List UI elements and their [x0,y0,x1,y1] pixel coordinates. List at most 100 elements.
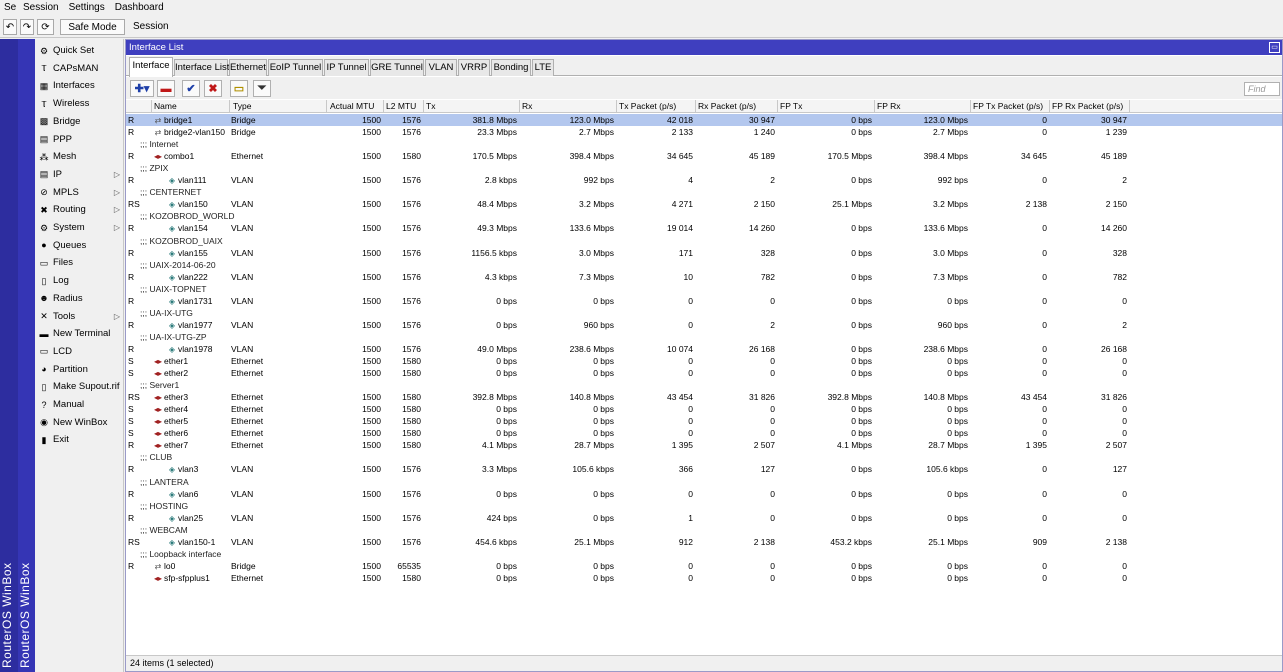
table-comment-row[interactable]: ;;; LANTERA [126,476,1282,488]
menu-dashboard[interactable]: Dashboard [114,2,164,13]
window-maximize-button[interactable]: ▭ [1269,42,1280,53]
column-header-fp-rx[interactable]: FP Rx [875,100,971,113]
table-comment-row[interactable]: ;;; UA-IX-UTG [126,307,1282,319]
tab-interface[interactable]: Interface [129,57,173,77]
table-row[interactable]: R ⇄ bridge1 Bridge 1500 1576 381.8 Mbps 123.0 M… [126,114,1282,126]
sidebar-item-quick-set[interactable]: ⚙ Quick Set [35,42,124,59]
table-comment-row[interactable]: ;;; ZPIX [126,162,1282,174]
table-comment-row[interactable]: ;;; Server1 [126,379,1282,391]
tab-lte[interactable]: LTE [532,59,554,76]
sidebar-item-ip[interactable]: ▤ IP ▷ [35,166,124,183]
column-header-fp-tx-packet-p-s-[interactable]: FP Tx Packet (p/s) [971,100,1050,113]
undo-button[interactable]: ↶ [3,19,17,35]
table-row[interactable]: S ◂▸ ether1 Ethernet 1500 1580 0 bps 0 bps 0 0 0 b… [126,355,1282,367]
table-row[interactable]: R ◈ vlan25 VLAN 1500 1576 424 bps 0 bps 1 0 0 bps 0… [126,512,1282,524]
table-row[interactable]: R ◂▸ combo1 Ethernet 1500 1580 170.5 Mbps 398.4… [126,150,1282,162]
sidebar-item-manual[interactable]: ? Manual [35,396,124,413]
column-header-tx-packet-p-s-[interactable]: Tx Packet (p/s) [617,100,696,113]
enable-button[interactable]: ✔ [182,80,200,97]
table-row[interactable]: S ◂▸ ether4 Ethernet 1500 1580 0 bps 0 bps 0 0 0 b… [126,403,1282,415]
comment-button[interactable]: ▭ [230,80,248,97]
table-comment-row[interactable]: ;;; WEBCAM [126,524,1282,536]
table-row[interactable]: R ◂▸ ether7 Ethernet 1500 1580 4.1 Mbps 28.7 Mb… [126,439,1282,451]
redo-button[interactable]: ↷ [20,19,34,35]
tab-gre-tunnel[interactable]: GRE Tunnel [370,59,424,76]
refresh-button[interactable]: ⟳ [37,19,54,35]
sidebar-item-new-winbox[interactable]: ◉ New WinBox [35,414,124,431]
table-row[interactable]: R ◈ vlan3 VLAN 1500 1576 3.3 Mbps 105.6 kbps 366… [126,463,1282,475]
table-row[interactable]: R ◈ vlan155 VLAN 1500 1576 1156.5 kbps 3.0 Mbps… [126,247,1282,259]
sidebar-item-tools[interactable]: ✕ Tools ▷ [35,308,124,325]
sidebar-item-capsman[interactable]: Ⲧ CAPsMAN [35,60,124,77]
filter-button[interactable]: ⏷ [253,80,271,97]
sidebar-item-mpls[interactable]: ⊘ MPLS ▷ [35,184,124,201]
sidebar-item-lcd[interactable]: ▭ LCD [35,343,124,360]
table-comment-row[interactable]: ;;; Internet [126,138,1282,150]
table-row[interactable]: R ◈ vlan1977 VLAN 1500 1576 0 bps 960 bps 0 2 0 bp… [126,319,1282,331]
table-row[interactable]: R ⇄ lo0 Bridge 1500 65535 0 bps 0 bps 0 0 0 bps 0 b… [126,560,1282,572]
tab-ethernet[interactable]: Ethernet [229,59,267,76]
tab-ip-tunnel[interactable]: IP Tunnel [324,59,369,76]
column-header-flags[interactable] [128,100,152,113]
column-header-l2-mtu[interactable]: L2 MTU [384,100,424,113]
table-comment-row[interactable]: ;;; KOZOBROD_UAIX [126,235,1282,247]
column-header-type[interactable]: Type [231,100,327,113]
table-comment-row[interactable]: ;;; HOSTING [126,500,1282,512]
table-comment-row[interactable]: ;;; KOZOBROD_WORLD [126,210,1282,222]
column-header-rx-packet-p-s-[interactable]: Rx Packet (p/s) [696,100,778,113]
safe-mode-button[interactable]: Safe Mode [60,19,125,35]
column-header-tx[interactable]: Tx [424,100,520,113]
column-header-fp-rx-packet-p-s-[interactable]: FP Rx Packet (p/s) [1050,100,1130,113]
tab-bonding[interactable]: Bonding [491,59,531,76]
tab-eoip-tunnel[interactable]: EoIP Tunnel [268,59,323,76]
table-comment-row[interactable]: ;;; UAIX-TOPNET [126,283,1282,295]
column-header-rx[interactable]: Rx [520,100,617,113]
table-row[interactable]: R ◈ vlan154 VLAN 1500 1576 49.3 Mbps 133.6 Mbps… [126,222,1282,234]
tab-vrrp[interactable]: VRRP [458,59,490,76]
sidebar-item-queues[interactable]: ● Queues [35,237,124,254]
sidebar-item-system[interactable]: ⚙ System ▷ [35,219,124,236]
table-row[interactable]: ◂▸ sfp-sfpplus1 Ethernet 1500 1580 0 bps 0 bps… [126,572,1282,584]
sidebar-item-new-terminal[interactable]: ▬ New Terminal [35,325,124,342]
table-row[interactable]: R ◈ vlan1731 VLAN 1500 1576 0 bps 0 bps 0 0 0 bps 0… [126,295,1282,307]
remove-button[interactable]: ▬ [157,80,175,97]
table-comment-row[interactable]: ;;; UAIX-2014-06-20 [126,259,1282,271]
table-comment-row[interactable]: ;;; Loopback interface [126,548,1282,560]
sidebar-item-exit[interactable]: ▮ Exit [35,431,124,448]
sidebar-item-routing[interactable]: ✖ Routing ▷ [35,201,124,218]
sidebar-item-files[interactable]: ▭ Files [35,254,124,271]
column-header-fp-tx[interactable]: FP Tx [778,100,875,113]
table-comment-row[interactable]: ;;; CLUB [126,451,1282,463]
column-header-name[interactable]: Name [152,100,230,113]
sidebar-item-radius[interactable]: ☻ Radius [35,290,124,307]
table-row[interactable]: S ◂▸ ether2 Ethernet 1500 1580 0 bps 0 bps 0 0 0 b… [126,367,1282,379]
sidebar-item-make-supout-rif[interactable]: ▯ Make Supout.rif [35,378,124,395]
table-row[interactable]: R ◈ vlan6 VLAN 1500 1576 0 bps 0 bps 0 0 0 bps 0 bp… [126,488,1282,500]
sidebar-item-bridge[interactable]: ▩ Bridge [35,113,124,130]
table-row[interactable]: R ◈ vlan222 VLAN 1500 1576 4.3 kbps 7.3 Mbps 10 7… [126,271,1282,283]
table-row[interactable]: R ◈ vlan1978 VLAN 1500 1576 49.0 Mbps 238.6 Mbp… [126,343,1282,355]
sidebar-item-partition[interactable]: ◕ Partition [35,361,124,378]
table-comment-row[interactable]: ;;; UA-IX-UTG-ZP [126,331,1282,343]
add-button[interactable]: ✚▾ [130,80,154,97]
menu-session[interactable]: Session [23,2,59,13]
table-row[interactable]: R ⇄ bridge2-vlan150 Bridge 1500 1576 23.3 Mbps… [126,126,1282,138]
table-row[interactable]: R ◈ vlan111 VLAN 1500 1576 2.8 kbps 992 bps 4 2 0 … [126,174,1282,186]
menu-session-truncated[interactable]: Se [4,2,17,13]
menu-settings[interactable]: Settings [68,2,105,13]
table-row[interactable]: RS ◈ vlan150 VLAN 1500 1576 48.4 Mbps 3.2 Mbps 4… [126,198,1282,210]
table-row[interactable]: S ◂▸ ether5 Ethernet 1500 1580 0 bps 0 bps 0 0 0 b… [126,415,1282,427]
sidebar-item-mesh[interactable]: ⁂ Mesh [35,148,124,165]
table-comment-row[interactable]: ;;; CENTERNET [126,186,1282,198]
table-row[interactable]: RS ◈ vlan150-1 VLAN 1500 1576 454.6 kbps 25.1 M… [126,536,1282,548]
sidebar-item-interfaces[interactable]: ▦ Interfaces [35,77,124,94]
table-row[interactable]: S ◂▸ ether6 Ethernet 1500 1580 0 bps 0 bps 0 0 0 b… [126,427,1282,439]
disable-button[interactable]: ✖ [204,80,222,97]
column-header-actual-mtu[interactable]: Actual MTU [328,100,384,113]
sidebar-item-log[interactable]: ▯ Log [35,272,124,289]
find-input[interactable]: Find [1244,82,1280,96]
sidebar-item-ppp[interactable]: ▤ PPP [35,131,124,148]
sidebar-item-wireless[interactable]: Ⲧ Wireless [35,95,124,112]
tab-vlan[interactable]: VLAN [425,59,457,76]
table-row[interactable]: RS ◂▸ ether3 Ethernet 1500 1580 392.8 Mbps 140.… [126,391,1282,403]
